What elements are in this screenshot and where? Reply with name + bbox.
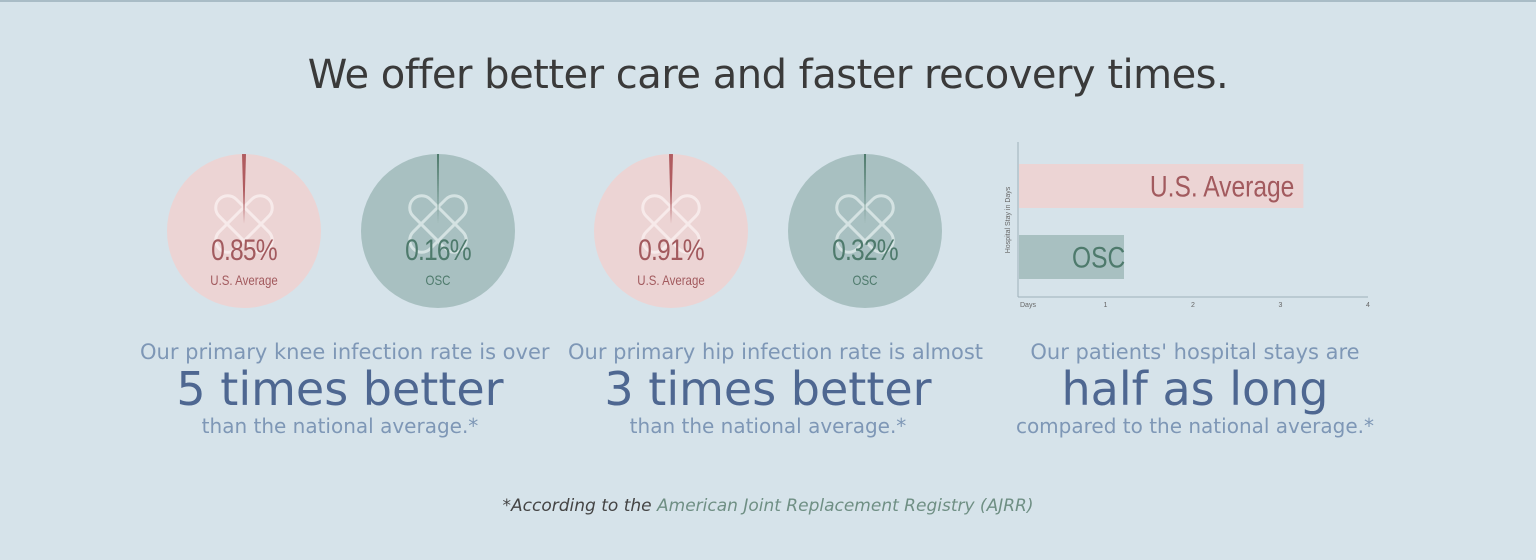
- footnote-prefix: *According to the: [502, 496, 652, 516]
- knee-caption-headline: 5 times better: [176, 362, 504, 416]
- stay-caption-bottom: compared to the national average.*: [1015, 414, 1375, 438]
- knee-caption-top: Our primary knee infection rate is over: [140, 340, 550, 364]
- bandage-icon: [835, 194, 895, 254]
- needle-icon: [669, 154, 673, 224]
- hip-caption-headline: 3 times better: [604, 362, 932, 416]
- x-tick-label: 1: [1104, 302, 1108, 309]
- bar-osc: [1019, 235, 1124, 279]
- hip-caption-top: Our primary hip infection rate is almost: [568, 340, 984, 364]
- bandage-icon: [641, 194, 701, 254]
- hip-us-average-circle: 0.91% U.S. Average: [594, 154, 748, 308]
- knee-osc-value: 0.16%: [405, 234, 471, 267]
- stay-caption-top: Our patients' hospital stays are: [1030, 340, 1360, 364]
- knee-caption-bottom: than the national average.*: [201, 414, 479, 438]
- page-title: We offer better care and faster recovery…: [307, 52, 1229, 98]
- needle-icon: [864, 154, 866, 224]
- footnote: *According to the American Joint Replace…: [0, 496, 1536, 516]
- knee-us-label: U.S. Average: [210, 272, 278, 288]
- hip-us-value: 0.91%: [638, 234, 704, 267]
- x-tick-label: Days: [1020, 302, 1036, 309]
- y-axis-label: Hospital Stay in Days: [1005, 186, 1012, 253]
- needle-icon: [437, 154, 439, 224]
- stay-caption: Our patients' hospital stays are half as…: [995, 340, 1395, 438]
- knee-caption: Our primary knee infection rate is over …: [140, 340, 550, 438]
- bar-label: U.S. Average: [1150, 169, 1294, 203]
- knee-osc-label: OSC: [425, 272, 451, 288]
- x-tick-label: 2: [1191, 302, 1195, 309]
- hip-caption-bottom: than the national average.*: [629, 414, 907, 438]
- hospital-stay-chart: Hospital Stay in Days U.S. Average OSC Day…: [1005, 142, 1370, 309]
- knee-osc-circle: 0.16% OSC: [361, 154, 515, 308]
- knee-us-average-circle: 0.85% U.S. Average: [167, 154, 321, 308]
- bar-u-s-average: [1019, 164, 1304, 208]
- knee-us-value: 0.85%: [211, 234, 277, 267]
- hip-osc-circle: 0.32% OSC: [788, 154, 942, 308]
- hip-osc-label: OSC: [852, 272, 878, 288]
- needle-icon: [242, 154, 246, 224]
- stay-caption-headline: half as long: [1061, 362, 1329, 416]
- bandage-icon: [214, 194, 274, 254]
- x-tick-label: 4: [1366, 302, 1370, 309]
- bar-label: OSC: [1072, 240, 1125, 274]
- registry-source-link[interactable]: American Joint Replacement Registry (AJR…: [657, 496, 1034, 516]
- bandage-icon: [408, 194, 468, 254]
- hip-us-label: U.S. Average: [637, 272, 705, 288]
- hip-osc-value: 0.32%: [832, 234, 898, 267]
- x-tick-label: 3: [1279, 302, 1283, 309]
- hip-caption: Our primary hip infection rate is almost…: [568, 340, 984, 438]
